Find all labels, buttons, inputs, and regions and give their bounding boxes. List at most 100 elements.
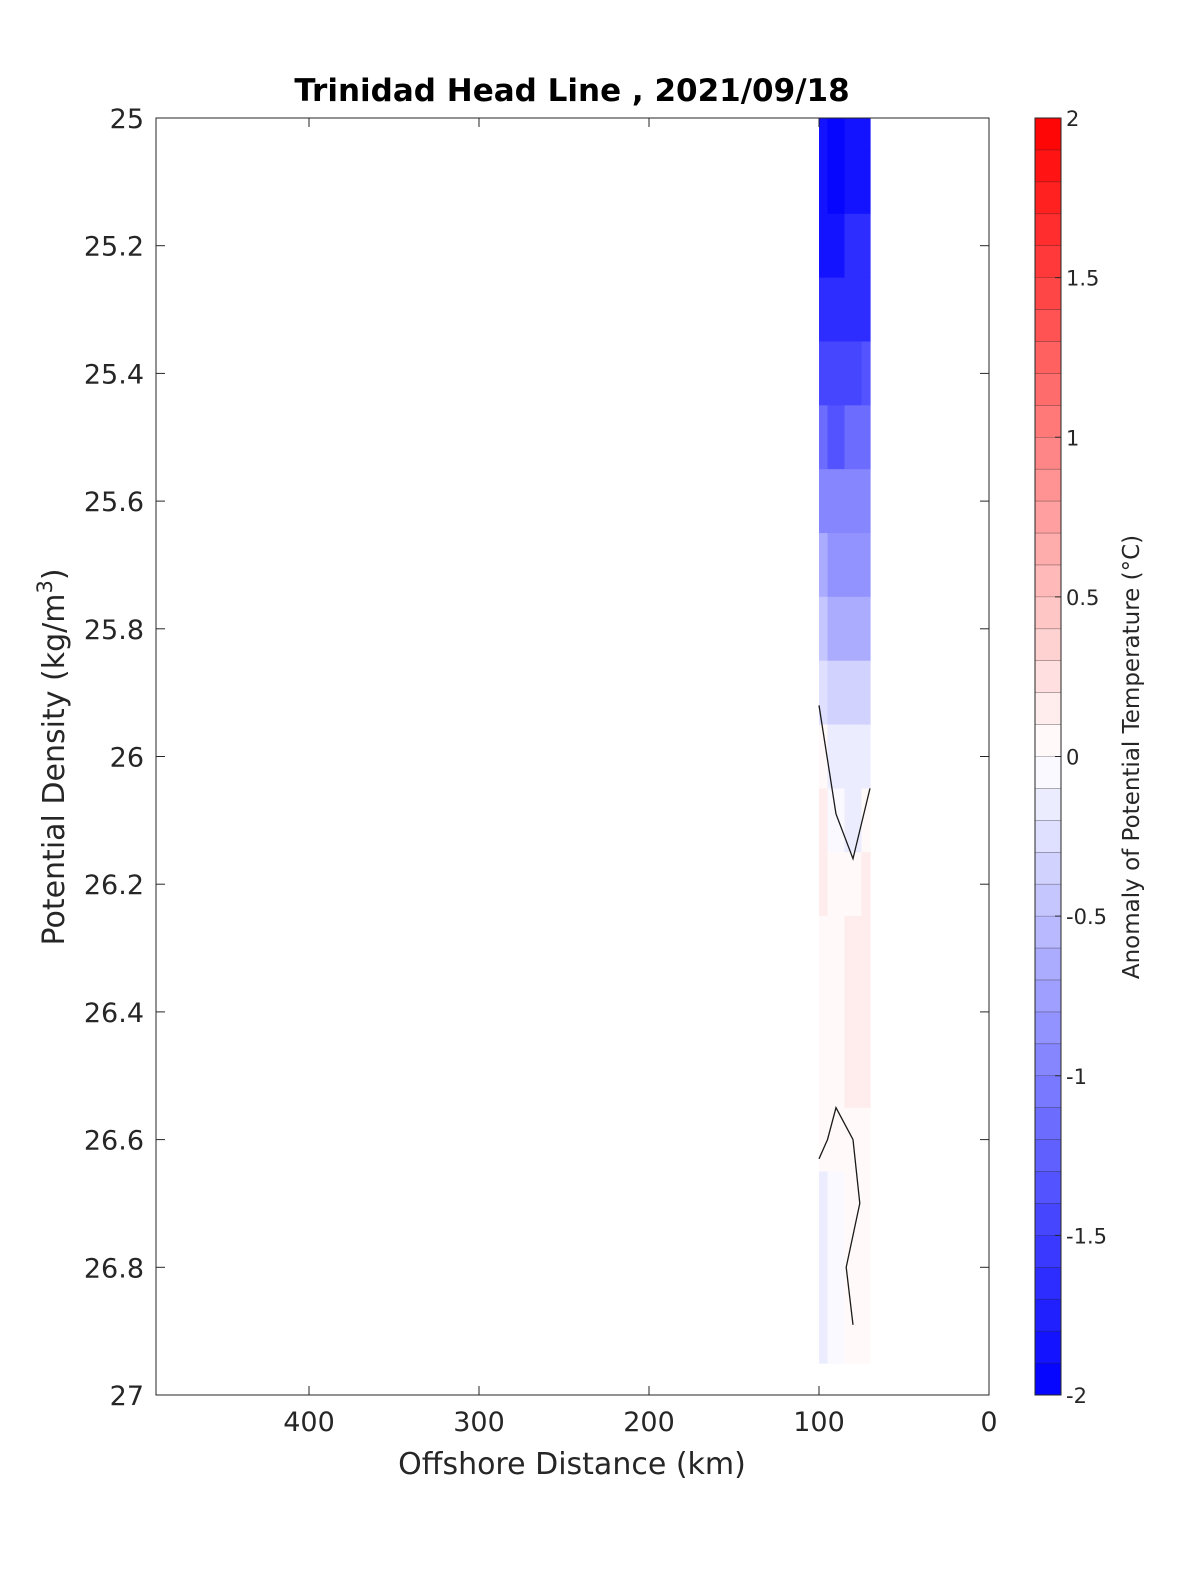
heatmap-cell	[844, 852, 863, 917]
colorbar-segment	[1035, 149, 1061, 183]
contour-line	[818, 705, 871, 861]
heatmap-cell	[861, 118, 871, 151]
y-axis-label-exponent: 3	[33, 580, 57, 593]
contour-line	[845, 1139, 861, 1325]
colorbar-segment	[1035, 948, 1061, 981]
x-tick-label: 0	[980, 1407, 997, 1438]
colorbar-segment	[1035, 564, 1061, 598]
colorbar-segment	[1035, 724, 1061, 757]
heatmap-cell	[861, 1043, 871, 1109]
heatmap-cell	[819, 341, 829, 406]
colorbar-segment	[1035, 1267, 1061, 1300]
heatmap-cell	[819, 788, 829, 853]
heatmap-cell	[844, 213, 863, 279]
colorbar-segment	[1035, 501, 1061, 534]
y-tick-label: 26.8	[84, 1253, 144, 1284]
heatmap-cell	[819, 979, 829, 1045]
heatmap-cell	[844, 341, 863, 406]
heatmap-cell	[844, 1299, 863, 1364]
heatmap-cell	[844, 1043, 863, 1109]
zero-contours	[818, 705, 871, 1325]
heatmap-cell	[861, 1235, 871, 1300]
heatmap-cell	[819, 1107, 829, 1173]
heatmap	[819, 118, 871, 1364]
colorbar-segment	[1035, 692, 1061, 725]
heatmap-cell	[819, 724, 829, 790]
y-tick-label: 25.8	[84, 615, 144, 646]
heatmap-cell	[827, 469, 846, 534]
heatmap-cell	[819, 469, 829, 534]
heatmap-cell	[819, 916, 829, 981]
colorbar-segment	[1035, 1363, 1061, 1396]
heatmap-cell	[844, 1235, 863, 1300]
colorbar-segment	[1035, 181, 1061, 215]
heatmap-cell	[827, 660, 846, 726]
heatmap-cell	[819, 596, 829, 662]
colorbar-segment	[1035, 660, 1061, 694]
heatmap-cell	[861, 979, 871, 1045]
heatmap-cell	[861, 916, 871, 981]
colorbar-segment	[1035, 437, 1061, 470]
heatmap-cell	[844, 724, 863, 790]
colorbar-tick-label: -1.5	[1066, 1224, 1107, 1248]
heatmap-cell	[819, 1043, 829, 1109]
heatmap-cell	[844, 533, 863, 598]
x-axis: 400 300 200 100 0	[283, 118, 998, 1438]
heatmap-cell	[819, 1235, 829, 1300]
y-axis-label-text: Potential Density (kg/m	[37, 594, 72, 946]
colorbar-tick-label: 0.5	[1066, 586, 1099, 610]
y-tick-label: 27	[110, 1381, 144, 1412]
y-tick-label: 26.6	[84, 1126, 144, 1157]
heatmap-cell	[844, 277, 863, 343]
x-tick-label: 100	[793, 1407, 845, 1438]
heatmap-cell	[861, 660, 871, 726]
colorbar-segment	[1035, 1299, 1061, 1332]
heatmap-cell	[861, 1107, 871, 1173]
heatmap-cell	[861, 596, 871, 662]
heatmap-cell	[819, 118, 829, 151]
heatmap-cell	[861, 405, 871, 470]
colorbar-segment	[1035, 788, 1061, 821]
heatmap-cell	[844, 916, 863, 981]
heatmap-cell	[861, 469, 871, 534]
y-tick-label: 26	[110, 743, 144, 774]
x-tick-label: 400	[283, 1407, 335, 1438]
heatmap-cell	[827, 405, 846, 470]
colorbar-segment	[1035, 373, 1061, 406]
heatmap-cell	[844, 660, 863, 726]
heatmap-cell	[861, 149, 871, 215]
colorbar-segment	[1035, 245, 1061, 279]
heatmap-cell	[861, 724, 871, 790]
colorbar-segment	[1035, 916, 1061, 949]
heatmap-cell	[819, 1171, 829, 1236]
colorbar-segment	[1035, 1043, 1061, 1077]
heatmap-cell	[827, 341, 846, 406]
heatmap-cell	[819, 213, 829, 279]
heatmap-cell	[861, 533, 871, 598]
colorbar-segment	[1035, 533, 1061, 566]
heatmap-cell	[827, 213, 846, 279]
x-tick-label: 300	[453, 1407, 505, 1438]
colorbar-label: Anomaly of Potential Temperature (°C)	[1119, 535, 1145, 979]
colorbar-segment	[1035, 1203, 1061, 1236]
y-axis: 25 25.2 25.4 25.6 25.8 26 26.2 26.4 26.6 26.8 27	[84, 104, 989, 1412]
heatmap-cell	[827, 852, 846, 917]
heatmap-cell	[844, 149, 863, 215]
colorbar-tick-label: 1.5	[1066, 267, 1099, 291]
heatmap-cell	[844, 596, 863, 662]
heatmap-cell	[827, 118, 846, 151]
colorbar	[1034, 117, 1062, 1396]
colorbar-segment	[1035, 1235, 1061, 1268]
y-tick-label: 25.2	[84, 232, 144, 263]
colorbar-segment	[1035, 979, 1061, 1013]
x-tick-label: 200	[623, 1407, 675, 1438]
y-axis-label-suffix: )	[37, 568, 72, 580]
heatmap-cell	[819, 852, 829, 917]
heatmap-cell	[844, 405, 863, 470]
colorbar-segment	[1035, 884, 1061, 917]
heatmap-cell	[827, 533, 846, 598]
colorbar-segment	[1035, 1171, 1061, 1204]
heatmap-cell	[827, 1107, 846, 1173]
colorbar-segment	[1035, 628, 1061, 662]
